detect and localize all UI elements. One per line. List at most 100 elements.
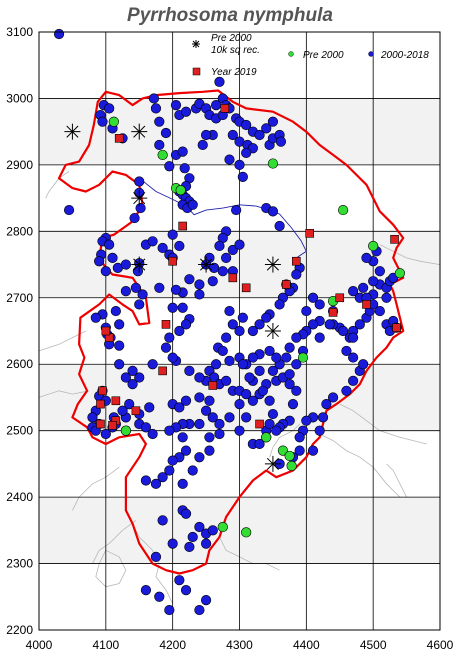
legend-pre2000: Pre 2000 (288, 50, 344, 61)
grey-line-3 (92, 520, 137, 564)
point-pre2000-13 (286, 460, 297, 471)
point-recent-140 (160, 342, 172, 353)
point-recent-163 (144, 402, 155, 413)
point-recent-249 (307, 319, 319, 330)
background-rivers (38, 171, 441, 604)
point-recent-210 (167, 455, 178, 466)
point-recent-258 (271, 352, 282, 363)
point-2019-20 (96, 399, 105, 409)
point-recent-322 (150, 551, 162, 563)
red-square-icon (192, 67, 201, 76)
point-10k-stroke-4-3 (200, 258, 213, 271)
point-recent-119 (167, 302, 178, 313)
point-recent-96 (227, 244, 238, 256)
point-recent-217 (194, 452, 205, 463)
point-recent-293 (381, 292, 392, 303)
point-recent-328 (180, 585, 192, 596)
point-recent-14 (104, 239, 115, 250)
grey-line-4 (72, 466, 120, 511)
point-recent-10 (135, 202, 146, 214)
point-recent-85 (241, 147, 252, 159)
point-recent-147 (114, 359, 125, 370)
point-recent-120 (177, 302, 188, 313)
point-recent-132 (224, 355, 235, 367)
point-recent-329 (174, 575, 185, 586)
point-recent-3 (97, 116, 108, 127)
point-recent-79 (200, 129, 212, 141)
point-recent-108 (120, 286, 131, 297)
grey-line-8 (379, 244, 441, 265)
point-recent-26 (157, 242, 168, 254)
point-recent-143 (134, 372, 145, 383)
point-recent-7 (63, 204, 75, 216)
y-tick-2800: 2800 (6, 224, 33, 238)
point-recent-252 (291, 332, 302, 343)
point-recent-35 (154, 139, 165, 151)
point-2019-7 (292, 256, 301, 266)
point-2019-19 (98, 386, 107, 396)
legend: Pre 2000 10k sq rec. Pre 2000 2000-2018 … (192, 33, 429, 78)
point-recent-220 (214, 428, 225, 440)
point-10k-2 (131, 190, 148, 207)
point-pre2000-4 (267, 158, 279, 169)
point-10k-3 (131, 256, 148, 273)
point-recent-0 (53, 28, 65, 40)
point-recent-124 (164, 332, 175, 343)
point-recent-156 (100, 428, 111, 440)
legend-label-pre2000: Pre 2000 (303, 50, 344, 61)
point-recent-103 (194, 289, 205, 300)
point-recent-327 (200, 594, 212, 606)
point-recent-201 (204, 395, 215, 406)
point-recent-33 (154, 116, 165, 127)
point-recent-165 (140, 422, 152, 433)
point-recent-326 (194, 604, 205, 616)
point-recent-4 (104, 103, 115, 114)
point-10k-stroke-2-3 (133, 192, 146, 205)
x-tick-4100: 4100 (92, 638, 119, 652)
point-recent-34 (160, 127, 172, 139)
point-recent-166 (147, 428, 158, 440)
point-recent-311 (267, 365, 279, 376)
point-recent-190 (264, 418, 275, 430)
point-pre2000-12 (284, 450, 295, 462)
point-recent-160 (117, 405, 128, 416)
point-pre2000-16 (241, 527, 252, 538)
point-2019-11 (390, 235, 399, 244)
point-pre2000-1 (157, 149, 168, 161)
point-recent-101 (194, 279, 205, 290)
point-pre2000-5 (337, 204, 349, 216)
point-recent-310 (244, 372, 255, 383)
point-pre2000-14 (120, 425, 131, 436)
point-recent-266 (314, 299, 325, 310)
point-2019-0 (114, 134, 124, 143)
point-recent-95 (221, 252, 232, 264)
point-recent-282 (361, 252, 372, 264)
point-recent-177 (241, 389, 252, 400)
y-tick-2600: 2600 (6, 357, 33, 371)
point-recent-272 (354, 319, 365, 330)
x-tick-4200: 4200 (159, 638, 186, 652)
point-recent-100 (207, 276, 218, 287)
point-recent-309 (254, 365, 265, 376)
grey-line-10 (219, 536, 280, 571)
x-tick-4300: 4300 (226, 638, 253, 652)
point-recent-71 (275, 136, 287, 147)
point-recent-316 (200, 538, 212, 549)
point-recent-127 (227, 319, 238, 330)
point-recent-123 (174, 325, 185, 337)
point-recent-31 (148, 93, 160, 104)
point-2019-13 (161, 320, 171, 329)
point-recent-20 (100, 266, 111, 277)
point-recent-308 (237, 359, 248, 370)
point-recent-255 (291, 359, 302, 370)
point-pre2000-0 (108, 116, 119, 127)
point-recent-105 (170, 284, 182, 295)
point-2019-12 (392, 323, 401, 332)
y-tick-3000: 3000 (6, 91, 33, 105)
point-recent-268 (324, 319, 335, 330)
point-recent-202 (194, 418, 205, 430)
point-recent-38 (177, 146, 188, 157)
point-recent-269 (314, 332, 325, 343)
y-tick-2200: 2200 (6, 623, 33, 637)
point-recent-144 (127, 379, 138, 390)
